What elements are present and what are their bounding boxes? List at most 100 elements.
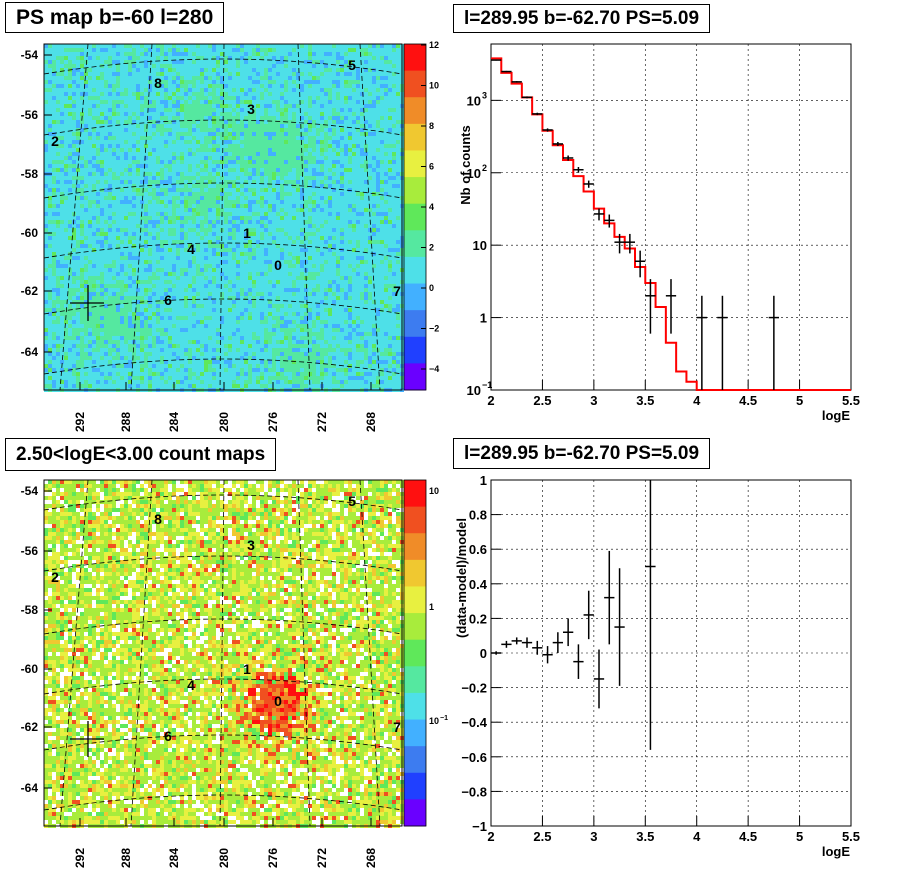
- map-x-tick-label: 272: [315, 412, 329, 432]
- map-lat-line: [43, 618, 403, 635]
- map-x-tick-label: 292: [73, 412, 87, 432]
- source-label-5: 5: [348, 493, 356, 509]
- residual-y-tick-label: 0.6: [469, 542, 487, 557]
- residual-point: [563, 618, 574, 647]
- residual-x-tick-label: 2.5: [533, 829, 551, 844]
- map-lon-line: [130, 43, 153, 391]
- map-lon-line: [219, 479, 225, 827]
- residual-point: [593, 649, 605, 709]
- data-point: [521, 96, 533, 99]
- colorbar-tick-label: 1: [429, 602, 434, 612]
- spectrum-x-tick-label: 3.5: [636, 393, 654, 408]
- map-x-tick-label: 280: [217, 848, 231, 868]
- map-lon-line: [359, 43, 381, 391]
- map-x-tick-label: 284: [167, 848, 181, 868]
- source-label-2: 2: [51, 569, 59, 585]
- source-label-8: 8: [154, 511, 162, 527]
- data-point: [768, 295, 779, 390]
- residual-y-tick-label: −1: [472, 819, 487, 834]
- residual-point: [573, 644, 584, 679]
- map-x-tick-label: 288: [119, 412, 133, 432]
- map-lon-line: [219, 43, 225, 391]
- map-y-tick-label: -58: [21, 167, 39, 181]
- source-label-7: 7: [393, 719, 401, 735]
- map-lon-line: [59, 43, 89, 391]
- source-label-6: 6: [164, 728, 172, 744]
- map-lat-line: [43, 494, 403, 511]
- map-lon-line: [130, 479, 153, 827]
- residual-x-tick-label: 3: [590, 829, 597, 844]
- map-lat-line: [43, 182, 403, 199]
- spectrum-x-tick-label: 2.5: [533, 393, 551, 408]
- colorbar-tick-label: 10: [429, 486, 439, 496]
- source-label-3: 3: [247, 101, 255, 117]
- source-label-0: 0: [274, 257, 282, 273]
- data-point: [563, 155, 574, 161]
- data-point: [552, 141, 563, 147]
- ps-map-title: PS map b=-60 l=280: [5, 2, 225, 33]
- map-x-tick-label: 280: [217, 412, 231, 432]
- residual-y-tick-label: −0.4: [461, 715, 487, 730]
- residual-x-tick-label: 4: [693, 829, 701, 844]
- spectrum-y-tick-exponent: 2: [482, 163, 487, 173]
- spectrum-x-tick-label: 3: [590, 393, 597, 408]
- map-lat-line: [43, 734, 403, 751]
- colorbar-tick-label: 0: [429, 283, 434, 293]
- source-label-5: 5: [348, 57, 356, 73]
- spectrum-x-tick-label: 5.5: [842, 393, 860, 408]
- map-lat-line: [43, 794, 403, 811]
- residual-y-tick-label: 0.2: [469, 611, 487, 626]
- colorbar-tick-label: 10: [429, 81, 439, 91]
- colorbar-tick-label: 4: [429, 202, 434, 212]
- map-x-tick-label: 272: [315, 848, 329, 868]
- residual-ylabel: (data-model)/model: [454, 518, 469, 638]
- spectrum-y-tick-exponent: 3: [482, 90, 487, 100]
- map-y-tick-label: -64: [21, 781, 39, 795]
- map-x-tick-label: 292: [73, 848, 87, 868]
- residual-point: [604, 550, 615, 645]
- spectrum-x-tick-label: 5: [796, 393, 803, 408]
- data-point: [614, 233, 625, 254]
- spectrum-title: l=289.95 b=-62.70 PS=5.09: [453, 4, 711, 33]
- map-lat-line: [43, 358, 403, 375]
- map-y-tick-label: -54: [21, 48, 39, 62]
- spectrum-ylabel: Nb of counts: [458, 125, 473, 204]
- colorbar-tick-label: 12: [429, 40, 439, 50]
- source-label-6: 6: [164, 292, 172, 308]
- residual-x-tick-label: 5: [796, 829, 803, 844]
- colorbar-tick-label: 6: [429, 162, 434, 172]
- residual-y-tick-label: −0.8: [461, 784, 487, 799]
- map-lon-line: [297, 479, 311, 827]
- source-label-4: 4: [187, 677, 195, 693]
- data-point: [532, 112, 543, 116]
- data-point: [542, 128, 553, 132]
- map-y-tick-label: -60: [21, 226, 39, 240]
- source-label-1: 1: [243, 661, 251, 677]
- map-y-tick-label: -56: [21, 108, 39, 122]
- map-x-tick-label: 268: [364, 848, 378, 868]
- residual-point: [501, 640, 512, 648]
- colorbar-tick-label: 10: [429, 716, 439, 726]
- map-x-tick-label: 268: [364, 412, 378, 432]
- residual-x-tick-label: 2: [487, 829, 494, 844]
- residual-y-tick-label: 0.4: [469, 577, 488, 592]
- residual-y-tick-label: 0: [480, 646, 487, 661]
- map-y-tick-label: -60: [21, 662, 39, 676]
- data-point: [511, 81, 522, 83]
- map-frame: [43, 479, 403, 827]
- data-point: [717, 295, 728, 390]
- map-y-tick-label: -62: [21, 284, 39, 298]
- residual-x-tick-label: 4.5: [739, 829, 757, 844]
- residual-point: [583, 590, 594, 640]
- residual-x-tick-label: 5.5: [842, 829, 860, 844]
- data-point: [624, 233, 635, 254]
- colorbar-tick-label: 8: [429, 121, 434, 131]
- colorbar: 12 10 8 6 4 2 0 −2 −4: [403, 40, 439, 391]
- residual-point: [645, 480, 656, 750]
- source-label-4: 4: [187, 241, 195, 257]
